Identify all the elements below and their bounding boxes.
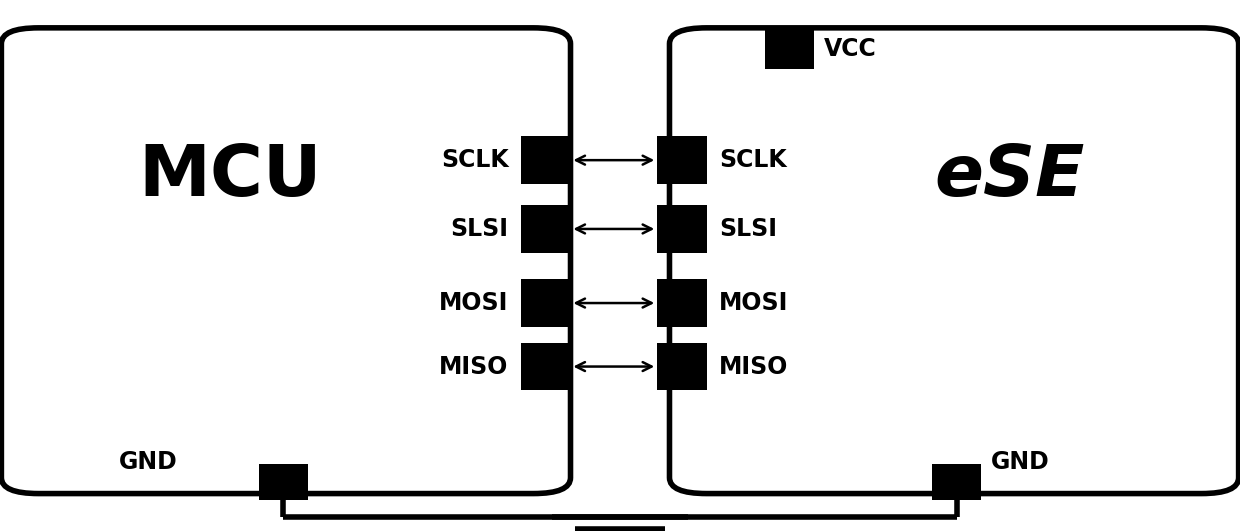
FancyBboxPatch shape <box>670 28 1239 494</box>
Text: MISO: MISO <box>439 354 508 379</box>
Bar <box>657 136 707 184</box>
Bar <box>657 279 707 327</box>
Text: SLSI: SLSI <box>450 217 508 241</box>
Text: MCU: MCU <box>139 142 322 211</box>
Text: MISO: MISO <box>719 354 789 379</box>
Bar <box>521 205 570 253</box>
Bar <box>657 205 707 253</box>
Bar <box>765 27 815 69</box>
Text: SCLK: SCLK <box>719 148 786 172</box>
Bar <box>259 464 309 500</box>
Bar <box>657 343 707 390</box>
Text: GND: GND <box>991 450 1050 474</box>
Text: eSE: eSE <box>935 142 1085 211</box>
Bar <box>521 343 570 390</box>
Text: VCC: VCC <box>825 37 877 61</box>
Bar <box>521 279 570 327</box>
Bar <box>931 464 981 500</box>
FancyBboxPatch shape <box>1 28 570 494</box>
Bar <box>521 136 570 184</box>
Text: MOSI: MOSI <box>719 291 789 315</box>
Text: SCLK: SCLK <box>441 148 508 172</box>
Text: GND: GND <box>119 450 177 474</box>
Text: MOSI: MOSI <box>439 291 508 315</box>
Text: SLSI: SLSI <box>719 217 777 241</box>
